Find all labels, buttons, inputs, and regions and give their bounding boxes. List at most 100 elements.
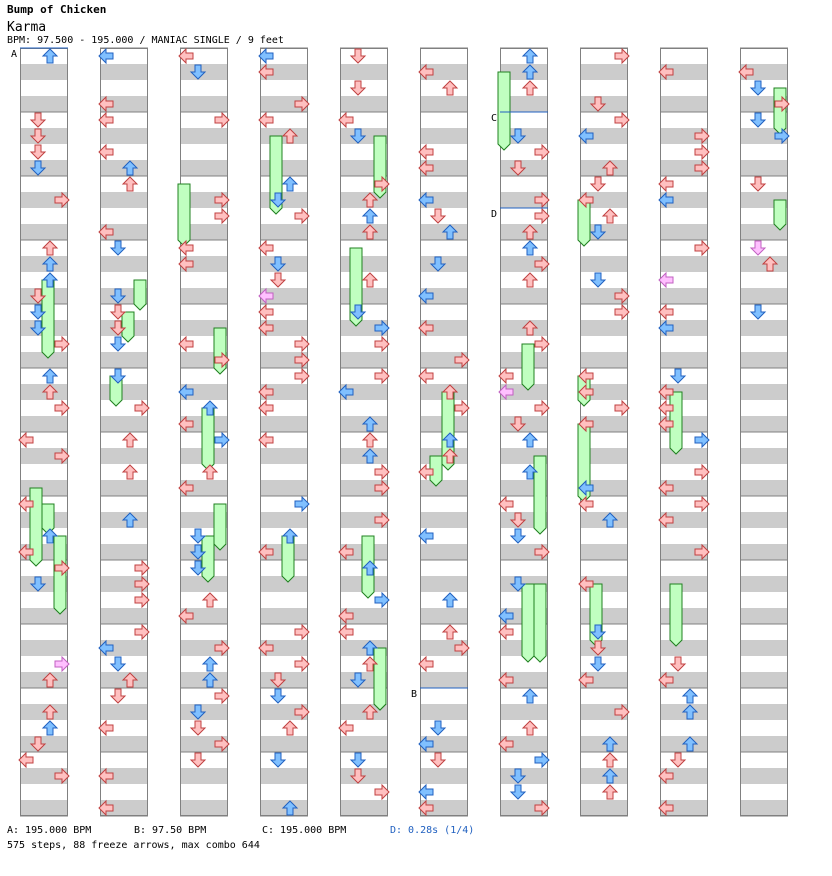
column-border — [420, 48, 468, 816]
step-arrow — [294, 95, 310, 113]
step-arrow — [418, 191, 434, 209]
stripe — [740, 480, 788, 496]
step-arrow — [54, 767, 70, 785]
step-arrow — [454, 639, 470, 657]
step-arrow — [18, 431, 34, 449]
freeze-arrow — [497, 71, 511, 151]
step-arrow — [658, 63, 674, 81]
step-arrow — [374, 175, 390, 193]
step-arrow — [98, 767, 114, 785]
step-arrow — [498, 495, 514, 513]
chart-column-4 — [258, 47, 310, 817]
step-arrow — [189, 752, 207, 768]
step-arrow — [694, 495, 710, 513]
step-arrow — [201, 672, 219, 688]
step-arrow — [509, 768, 527, 784]
step-arrow — [441, 592, 459, 608]
step-arrow — [589, 272, 607, 288]
step-arrow — [294, 623, 310, 641]
step-arrow — [601, 160, 619, 176]
step-arrow — [694, 431, 710, 449]
column-border — [180, 48, 228, 816]
step-arrow — [361, 208, 379, 224]
step-arrow — [601, 208, 619, 224]
step-arrow — [41, 720, 59, 736]
step-arrow — [521, 224, 539, 240]
stripe — [420, 480, 468, 496]
stripe — [500, 256, 548, 272]
step-arrow — [361, 656, 379, 672]
step-arrow — [121, 672, 139, 688]
stripe — [420, 640, 468, 656]
step-arrow — [374, 319, 390, 337]
step-arrow — [361, 272, 379, 288]
stripe — [260, 288, 308, 304]
step-arrow — [441, 224, 459, 240]
step-arrow — [98, 639, 114, 657]
step-arrow — [521, 688, 539, 704]
step-arrow — [774, 127, 790, 145]
step-arrow — [578, 575, 594, 593]
step-arrow — [418, 463, 434, 481]
step-arrow — [109, 368, 127, 384]
stripe — [260, 384, 308, 400]
stripe — [740, 384, 788, 400]
step-arrow — [749, 304, 767, 320]
step-arrow — [361, 432, 379, 448]
stripe — [420, 576, 468, 592]
step-arrow — [54, 655, 70, 673]
stripe — [580, 416, 628, 432]
stripe — [420, 768, 468, 784]
stripe — [500, 800, 548, 816]
stripe — [660, 800, 708, 816]
stripe — [500, 736, 548, 752]
freeze-arrow — [521, 343, 535, 391]
step-arrow — [41, 368, 59, 384]
step-arrow — [521, 320, 539, 336]
step-arrow — [658, 319, 674, 337]
chart-info: BPM: 97.500 - 195.000 / MANIAC SINGLE / … — [7, 35, 284, 46]
stripe — [740, 608, 788, 624]
step-arrow — [761, 256, 779, 272]
step-arrow — [498, 607, 514, 625]
stripe — [580, 608, 628, 624]
step-arrow — [98, 799, 114, 817]
step-arrow — [258, 639, 274, 657]
step-arrow — [658, 303, 674, 321]
step-arrow — [214, 639, 230, 657]
stripe — [740, 64, 788, 80]
step-arrow — [258, 47, 274, 65]
freeze-arrow — [429, 455, 443, 487]
stripe — [340, 608, 388, 624]
stripe — [500, 384, 548, 400]
step-arrow — [361, 560, 379, 576]
chart-summary: 575 steps, 88 freeze arrows, max combo 6… — [7, 840, 260, 851]
stripe — [180, 160, 228, 176]
step-arrow — [29, 304, 47, 320]
stripe — [100, 224, 148, 240]
step-arrow — [418, 319, 434, 337]
step-arrow — [29, 576, 47, 592]
stripe — [660, 672, 708, 688]
freeze-arrow — [213, 327, 227, 375]
step-arrow — [614, 287, 630, 305]
stripe — [660, 768, 708, 784]
step-arrow — [361, 640, 379, 656]
stripe — [740, 736, 788, 752]
stripe — [660, 128, 708, 144]
stripe — [500, 192, 548, 208]
step-arrow — [29, 320, 47, 336]
step-arrow — [681, 704, 699, 720]
step-arrow — [109, 240, 127, 256]
step-arrow — [669, 368, 687, 384]
step-arrow — [374, 367, 390, 385]
step-arrow — [509, 128, 527, 144]
step-arrow — [374, 463, 390, 481]
stripe — [660, 160, 708, 176]
step-arrow — [214, 191, 230, 209]
stripe — [420, 512, 468, 528]
step-arrow — [214, 351, 230, 369]
step-arrow — [109, 288, 127, 304]
stripe — [20, 800, 68, 816]
